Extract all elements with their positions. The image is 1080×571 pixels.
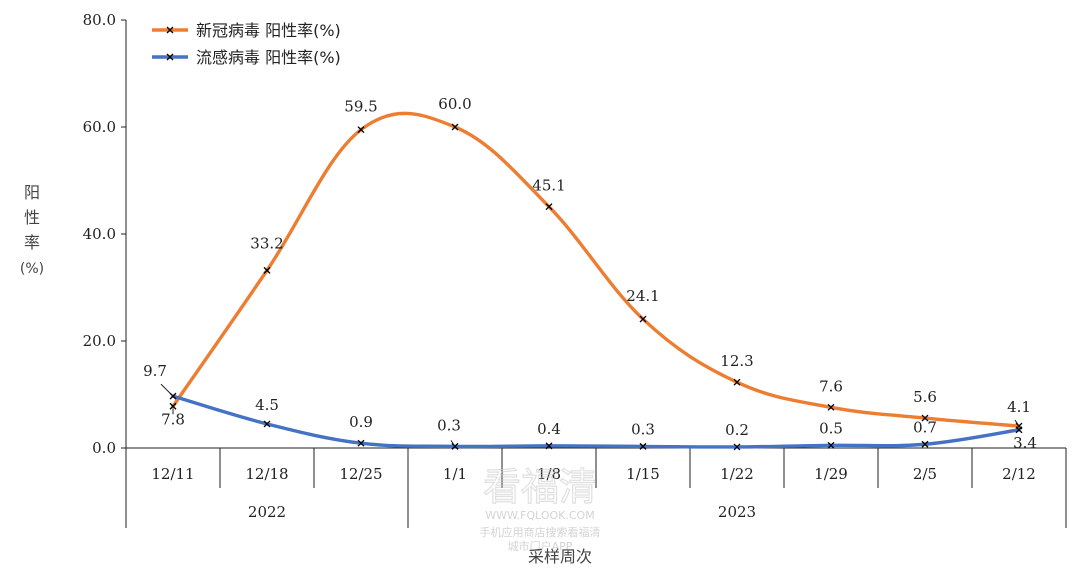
series-point	[357, 126, 365, 134]
x-axis-title: 采样周次	[528, 547, 592, 566]
year-labels: 2022 2023	[248, 488, 756, 528]
series-line	[171, 394, 1021, 449]
data-label: 0.3	[437, 416, 461, 434]
legend-item: 新冠病毒 阳性率(%)	[152, 21, 341, 40]
data-label: 7.8	[161, 410, 185, 428]
y-tick-label: 60.0	[83, 118, 116, 136]
x-tick-label: 1/1	[443, 465, 467, 483]
x-tick-label: 12/18	[245, 465, 288, 483]
data-label: 9.7	[143, 362, 167, 380]
series-point	[639, 315, 647, 323]
x-tick-label: 1/29	[814, 465, 848, 483]
data-label: 4.1	[1007, 398, 1031, 416]
watermark-line1: 手机应用商店搜索看福清	[480, 525, 601, 539]
x-tick-label: 12/11	[151, 465, 194, 483]
x-tick-label: 2/5	[913, 465, 937, 483]
series-point	[827, 403, 835, 411]
series-line	[171, 111, 1021, 428]
data-labels: 7.8 33.2 59.5 60.0 45.1 24.1 12.3 7.6 5.6 4.1 9.7 4…	[143, 95, 1037, 452]
year-label: 2023	[718, 503, 756, 521]
data-label: 0.2	[725, 421, 749, 439]
year-label: 2022	[248, 503, 286, 521]
data-label: 4.5	[255, 396, 279, 414]
series-point	[921, 440, 929, 448]
label-leader	[160, 383, 174, 397]
y-tick-label: 40.0	[83, 225, 116, 243]
data-label: 0.3	[631, 420, 655, 438]
label-leader	[450, 440, 456, 447]
series-0	[169, 111, 1023, 430]
series-point	[357, 439, 365, 447]
watermark-line2: 城市门户APP	[508, 539, 573, 553]
data-label: 24.1	[626, 287, 659, 305]
series-point	[733, 378, 741, 386]
series-point	[639, 442, 647, 450]
data-label: 45.1	[532, 177, 565, 195]
data-label: 0.5	[819, 419, 843, 437]
watermark-brand: 看福清	[483, 465, 597, 509]
x-tick-label: 2/12	[1002, 465, 1036, 483]
legend-label: 流感病毒 阳性率(%)	[196, 48, 341, 67]
legend-item: 流感病毒 阳性率(%)	[152, 48, 341, 67]
y-tick-label: 80.0	[83, 11, 116, 29]
x-tick-label: 12/25	[339, 465, 382, 483]
data-label: 33.2	[250, 234, 283, 252]
y-ticks: 0.0 20.0 40.0 60.0 80.0	[83, 11, 126, 457]
svg-text:阳性率(%): 阳性率 (%)	[20, 183, 44, 277]
data-label: 12.3	[720, 352, 753, 370]
series-point	[1015, 426, 1023, 434]
series-point	[733, 443, 741, 451]
series-point	[451, 123, 459, 131]
watermark: 看福清 WWW.FQLOOK.COM 手机应用商店搜索看福清 城市门户APP	[480, 464, 601, 553]
data-label: 59.5	[344, 98, 377, 116]
data-label: 0.7	[913, 418, 937, 436]
data-label: 3.4	[1013, 434, 1037, 452]
y-title-char: 阳	[24, 183, 40, 202]
y-tick-label: 20.0	[83, 332, 116, 350]
series-point	[827, 441, 835, 449]
x-ticks: 12/11 12/18 12/25 1/1 1/8 1/15 1/22 1/29 2/5 2/12	[151, 448, 1036, 488]
label-leader	[1014, 419, 1020, 427]
y-title-char: 性	[24, 208, 40, 227]
series-point	[169, 402, 177, 410]
series-1	[169, 392, 1023, 451]
series-point	[263, 266, 271, 274]
legend: 新冠病毒 阳性率(%) 流感病毒 阳性率(%)	[152, 21, 341, 67]
y-tick-label: 0.0	[92, 439, 116, 457]
y-title-char: (%)	[20, 261, 44, 277]
series-point	[921, 414, 929, 422]
y-axis-title: 阳性率 (%)	[20, 183, 44, 277]
series-point	[545, 442, 553, 450]
x-tick-label: 1/15	[626, 465, 660, 483]
watermark-site: WWW.FQLOOK.COM	[485, 509, 594, 522]
y-title-char: 率	[24, 233, 40, 252]
series-group	[169, 111, 1023, 451]
data-label: 60.0	[438, 95, 471, 113]
data-label: 0.4	[537, 420, 561, 438]
series-point	[263, 420, 271, 428]
data-label: 0.9	[349, 413, 373, 431]
data-label: 7.6	[819, 377, 843, 395]
legend-label: 新冠病毒 阳性率(%)	[196, 21, 341, 40]
series-point	[545, 203, 553, 211]
x-tick-label: 1/22	[720, 465, 754, 483]
data-label: 5.6	[913, 388, 937, 406]
x-tick-label: 1/8	[537, 465, 561, 483]
